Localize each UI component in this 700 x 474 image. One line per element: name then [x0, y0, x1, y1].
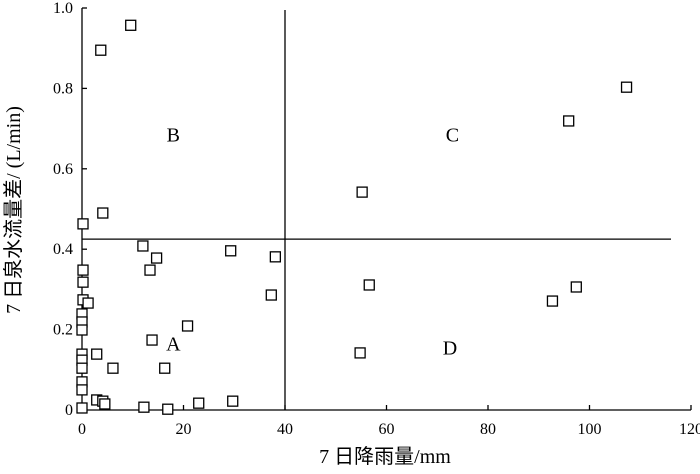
point [77, 264, 89, 276]
point [620, 81, 633, 93]
point [265, 289, 277, 301]
point [146, 334, 158, 346]
y-tick-label: 1.0 [53, 0, 73, 17]
y-tick-label: 0.8 [53, 80, 73, 97]
point [181, 320, 194, 332]
point [363, 279, 375, 291]
point [150, 252, 163, 264]
y-tick-label: 0 [65, 402, 73, 419]
x-tick-label: 20 [176, 421, 192, 438]
x-tick-label: 40 [277, 421, 293, 438]
region-label: B [167, 125, 180, 147]
y-axis-title: 7 日泉水流量差/ (L/min) [2, 106, 25, 314]
point [97, 207, 109, 219]
point [159, 362, 171, 374]
point [356, 186, 368, 198]
point [138, 401, 150, 413]
point [76, 402, 88, 414]
point [82, 297, 94, 309]
point [76, 384, 88, 396]
region-label: D [443, 338, 457, 360]
y-tick-label: 0.6 [53, 161, 73, 178]
x-axis-title: 7 日降雨量/mm [319, 445, 451, 468]
point [563, 115, 575, 127]
point [227, 395, 239, 407]
point [77, 276, 89, 288]
x-tick-label: 120 [679, 421, 700, 438]
point [99, 398, 111, 410]
point [107, 362, 119, 374]
x-tick-label: 0 [78, 421, 86, 438]
point [546, 295, 559, 307]
point [570, 281, 582, 293]
y-tick-label: 0.4 [53, 241, 73, 258]
x-tick-label: 80 [480, 421, 496, 438]
point [225, 245, 237, 257]
point [76, 324, 88, 336]
point [91, 348, 103, 360]
point [144, 264, 156, 276]
y-tick-label: 0.2 [53, 322, 73, 339]
point [95, 44, 107, 56]
region-label: C [446, 125, 459, 147]
x-tick-label: 100 [578, 421, 602, 438]
point [354, 347, 366, 359]
point [162, 403, 174, 415]
point [76, 362, 88, 374]
point [77, 218, 89, 230]
x-tick-label: 60 [379, 421, 395, 438]
point [269, 251, 282, 263]
region-label: A [166, 334, 181, 356]
point [193, 397, 205, 409]
point [125, 19, 137, 31]
point [137, 240, 149, 252]
